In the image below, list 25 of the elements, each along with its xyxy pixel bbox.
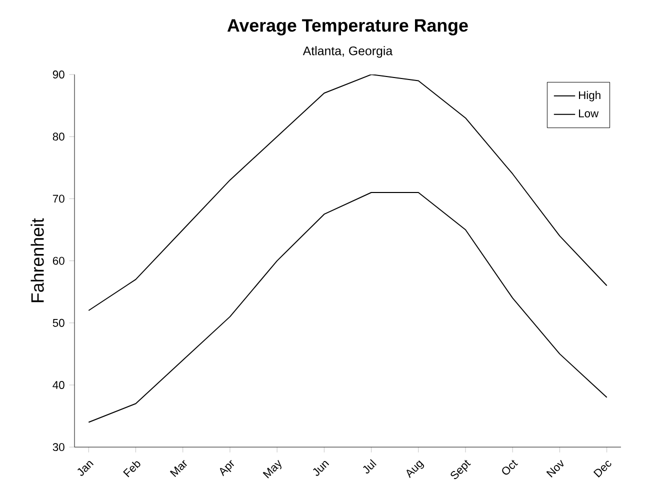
y-tick-label: 50 (52, 319, 64, 327)
x-tick-label: Jul (363, 459, 376, 474)
chart-title: Average Temperature Range (227, 19, 468, 36)
y-tick-label: 40 (52, 381, 64, 390)
y-axis-title: Fahrenheit (30, 218, 44, 302)
y-tick-label: 60 (52, 256, 64, 265)
legend-label: High (579, 91, 600, 102)
x-tick-label: Dec (593, 460, 612, 478)
x-tick-label: Aug (406, 460, 424, 478)
x-tick-label: Apr (220, 460, 234, 476)
x-tick-label: Oct (502, 460, 518, 475)
y-tick-label: 90 (52, 70, 64, 79)
y-tick-label: 80 (52, 132, 64, 141)
x-tick-label: Jun (313, 461, 330, 476)
x-tick-label: Mar (170, 460, 187, 478)
y-tick-label: 70 (52, 194, 64, 203)
x-tick-label: Jan (77, 461, 94, 476)
x-tick-label: Nov (546, 460, 564, 478)
legend-label: Low (579, 110, 599, 118)
line-series (88, 192, 608, 423)
line-series (88, 74, 608, 312)
x-tick-label: Feb (123, 461, 140, 478)
x-tick-label: May (262, 460, 282, 478)
y-tick-label: 30 (52, 443, 64, 452)
chart-subtitle: Atlanta, Georgia (302, 46, 393, 58)
